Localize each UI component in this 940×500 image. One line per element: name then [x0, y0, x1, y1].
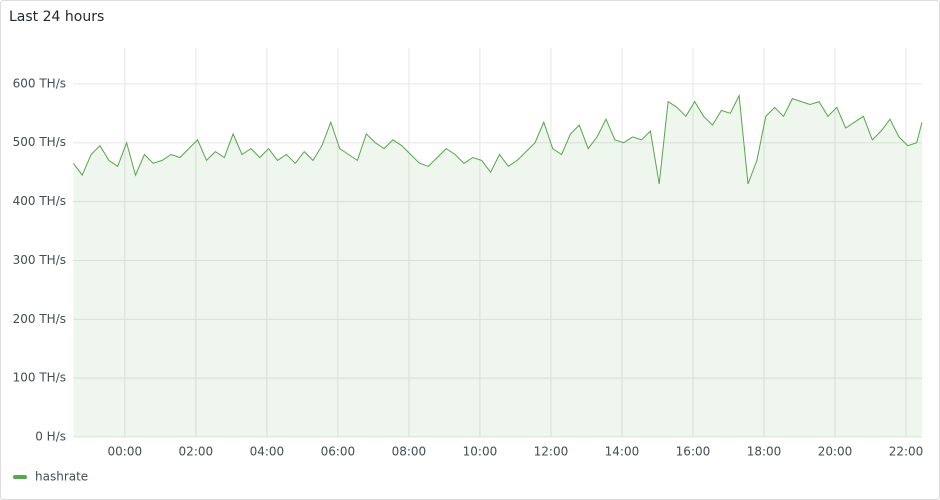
y-tick-label: 100 TH/s	[13, 371, 66, 385]
panel-title: Last 24 hours	[9, 9, 104, 25]
x-tick-label: 14:00	[605, 445, 640, 459]
x-tick-label: 02:00	[179, 445, 214, 459]
y-tick-label: 200 TH/s	[13, 312, 66, 326]
area-fill	[73, 95, 922, 437]
series-line	[72, 93, 923, 185]
x-tick-label: 20:00	[818, 445, 853, 459]
x-tick-label: 12:00	[534, 445, 569, 459]
y-tick-label: 300 TH/s	[13, 253, 66, 267]
y-tick-label: 600 TH/s	[13, 76, 66, 90]
x-tick-label: 16:00	[676, 445, 711, 459]
x-tick-label: 18:00	[747, 445, 782, 459]
legend-label: hashrate	[35, 470, 88, 484]
y-tick-label: 0 H/s	[35, 430, 66, 444]
x-tick-label: 10:00	[463, 445, 498, 459]
x-tick-label: 08:00	[392, 445, 427, 459]
y-tick-label: 500 TH/s	[13, 135, 66, 149]
x-tick-label: 00:00	[108, 445, 143, 459]
y-tick-label: 400 TH/s	[13, 194, 66, 208]
x-tick-label: 22:00	[889, 445, 924, 459]
x-tick-label: 04:00	[250, 445, 285, 459]
x-tick-label: 06:00	[321, 445, 356, 459]
